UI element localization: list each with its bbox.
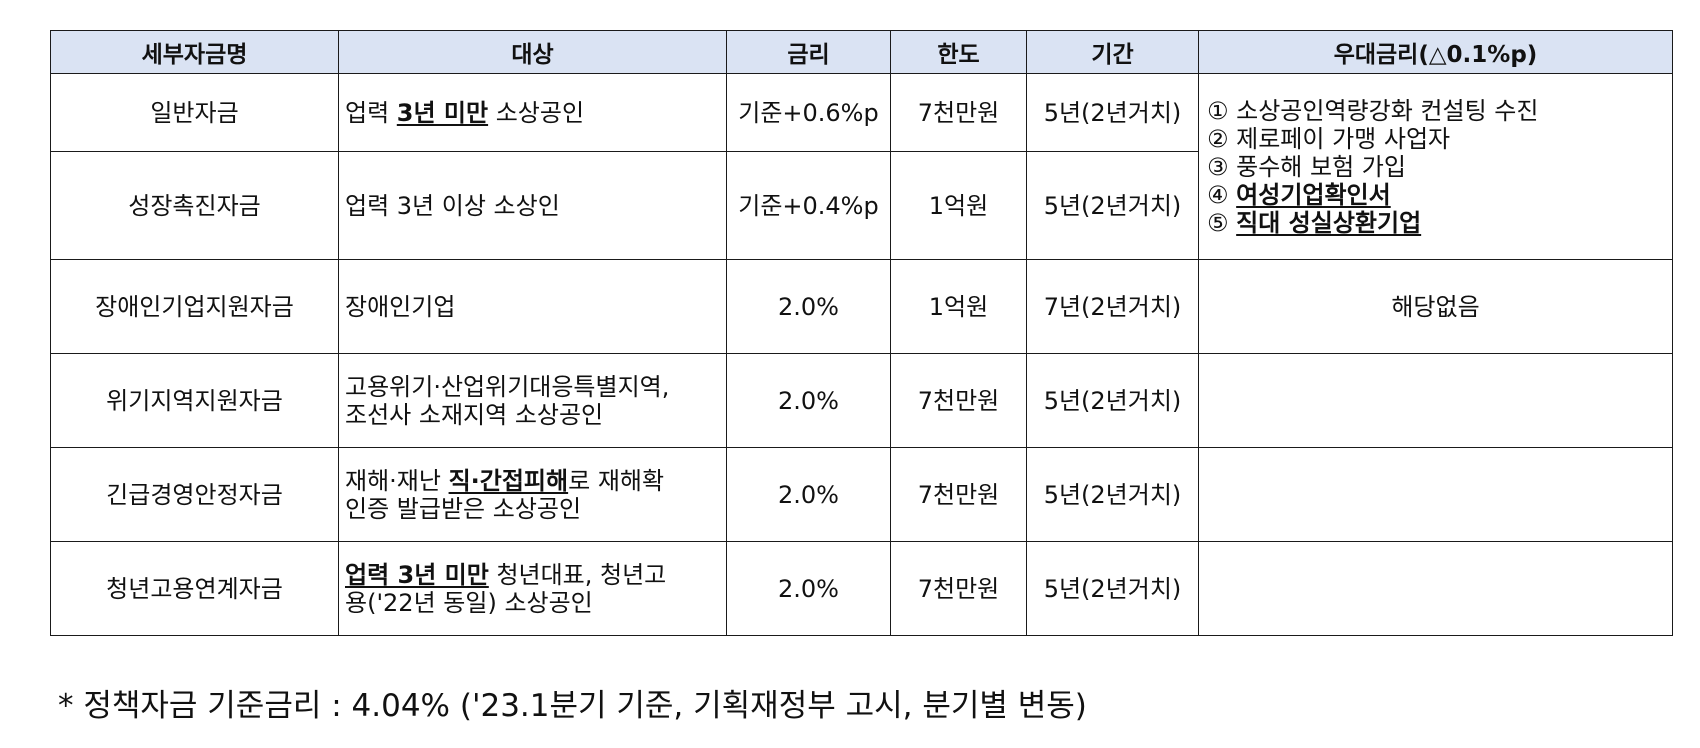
rate-cell: 2.0% (726, 447, 891, 542)
target-emphasis: 3년 미만 (396, 98, 489, 127)
table-row: 위기지역지원자금 고용위기·산업위기대응특별지역, 조선사 소재지역 소상공인 2… (50, 353, 1673, 448)
preferential-item-1: ① 소상공인역량강화 컨설팅 수진 (1207, 96, 1539, 125)
preferential-rate-cell: ① 소상공인역량강화 컨설팅 수진 ② 제로페이 가맹 사업자 ③ 풍수해 보험… (1198, 73, 1673, 260)
target-cell: 재해·재난 직·간접피해로 재해확 인증 발급받은 소상공인 (338, 447, 727, 542)
header-limit: 한도 (890, 30, 1027, 74)
preferential-item-3: ③ 풍수해 보험 가입 (1207, 152, 1406, 181)
rate-cell: 2.0% (726, 353, 891, 448)
target-line: 업력 3년 미만 청년대표, 청년고 (345, 561, 720, 589)
limit-cell: 7천만원 (890, 353, 1027, 448)
table-row: 청년고용연계자금 업력 3년 미만 청년대표, 청년고 용('22년 동일) 소상… (50, 541, 1673, 636)
limit-cell: 1억원 (890, 259, 1027, 354)
term-cell: 5년(2년거치) (1026, 151, 1199, 260)
limit-cell: 1억원 (890, 151, 1027, 260)
fund-name-cell: 위기지역지원자금 (50, 353, 339, 448)
table-row: 일반자금 업력 3년 미만 소상공인 기준+0.6%p 7천만원 5년(2년거치… (50, 73, 1673, 260)
target-cell: 고용위기·산업위기대응특별지역, 조선사 소재지역 소상공인 (338, 353, 727, 448)
table-row: 긴급경영안정자금 재해·재난 직·간접피해로 재해확 인증 발급받은 소상공인 2… (50, 447, 1673, 542)
preferential-rate-cell: 해당없음 (1198, 259, 1673, 354)
fund-name-cell: 일반자금 (50, 73, 339, 152)
target-text: 로 재해확 (568, 466, 665, 495)
fund-name-cell: 장애인기업지원자금 (50, 259, 339, 354)
target-line: 인증 발급받은 소상공인 (345, 494, 582, 523)
target-cell: 업력 3년 이상 소상인 (338, 151, 727, 260)
term-cell: 5년(2년거치) (1026, 73, 1199, 152)
preferential-item-marker: ⑤ (1207, 208, 1237, 237)
fund-name-cell: 성장촉진자금 (50, 151, 339, 260)
preferential-item-4: ④ 여성기업확인서 (1207, 181, 1668, 209)
target-text: 재해·재난 (345, 466, 449, 495)
limit-cell: 7천만원 (890, 541, 1027, 636)
header-preferential-rate: 우대금리(△0.1%p) (1198, 30, 1673, 74)
limit-cell: 7천만원 (890, 73, 1027, 152)
term-cell: 7년(2년거치) (1026, 259, 1199, 354)
target-line: 용('22년 동일) 소상공인 (345, 588, 593, 617)
target-cell: 업력 3년 미만 청년대표, 청년고 용('22년 동일) 소상공인 (338, 541, 727, 636)
term-cell: 5년(2년거치) (1026, 447, 1199, 542)
target-line: 고용위기·산업위기대응특별지역, (345, 372, 670, 401)
policy-fund-table: 세부자금명 대상 금리 한도 기간 우대금리(△0.1%p) 일반자금 업력 3… (50, 30, 1673, 636)
target-cell: 장애인기업 (338, 259, 727, 354)
preferential-rate-cell (1198, 353, 1673, 448)
fund-name-cell: 긴급경영안정자금 (50, 447, 339, 542)
term-cell: 5년(2년거치) (1026, 541, 1199, 636)
preferential-rate-cell (1198, 541, 1673, 636)
header-target: 대상 (338, 30, 727, 74)
preferential-item-2: ② 제로페이 가맹 사업자 (1207, 124, 1451, 153)
fund-name-cell: 청년고용연계자금 (50, 541, 339, 636)
header-term: 기간 (1026, 30, 1199, 74)
preferential-rate-cell (1198, 447, 1673, 542)
rate-cell: 기준+0.6%p (726, 73, 891, 152)
header-fund-name: 세부자금명 (50, 30, 339, 74)
table-row: 장애인기업지원자금 장애인기업 2.0% 1억원 7년(2년거치) 해당없음 (50, 259, 1673, 354)
base-rate-footnote: * 정책자금 기준금리 : 4.04% ('23.1분기 기준, 기획재정부 고… (58, 688, 1087, 724)
term-cell: 5년(2년거치) (1026, 353, 1199, 448)
preferential-item-emphasis: 직대 성실상환기업 (1236, 208, 1422, 237)
rate-cell: 2.0% (726, 541, 891, 636)
target-text: 소상공인 (488, 98, 585, 127)
rate-cell: 기준+0.4%p (726, 151, 891, 260)
preferential-item-marker: ④ (1207, 180, 1237, 209)
preferential-item-5: ⑤ 직대 성실상환기업 (1207, 209, 1668, 237)
rate-cell: 2.0% (726, 259, 891, 354)
target-line: 재해·재난 직·간접피해로 재해확 (345, 467, 720, 495)
target-cell: 업력 3년 미만 소상공인 (338, 73, 727, 152)
header-rate: 금리 (726, 30, 891, 74)
target-emphasis: 직·간접피해 (448, 466, 569, 495)
table-header-row: 세부자금명 대상 금리 한도 기간 우대금리(△0.1%p) (50, 30, 1673, 74)
target-text: 청년대표, 청년고 (488, 560, 667, 589)
target-emphasis: 업력 3년 미만 (345, 560, 489, 589)
preferential-item-emphasis: 여성기업확인서 (1236, 180, 1391, 209)
limit-cell: 7천만원 (890, 447, 1027, 542)
target-text: 업력 (345, 98, 397, 127)
target-line: 조선사 소재지역 소상공인 (345, 400, 604, 429)
